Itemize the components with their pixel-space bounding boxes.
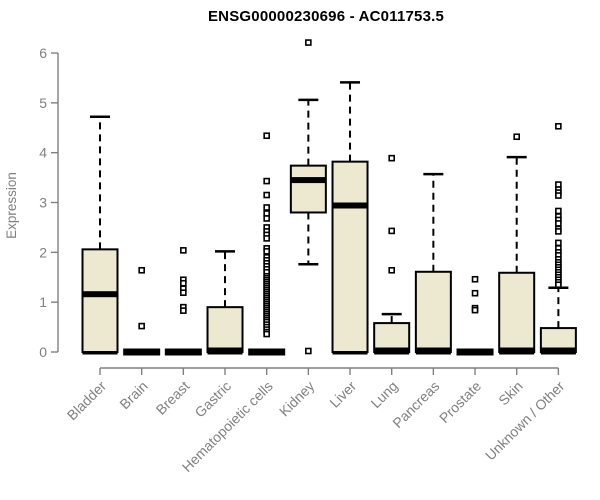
x-tick-label-liver: Liver	[326, 378, 359, 411]
outlier-point	[263, 235, 270, 242]
x-tick-label-unknown-other: Unknown / Other	[482, 378, 568, 464]
outlier-point	[180, 279, 187, 287]
y-axis: 0 1 2 3 4 5 6 Expression	[4, 45, 59, 360]
outlier-point	[180, 289, 187, 297]
box-prostate	[456, 275, 494, 356]
outlier-point	[388, 154, 395, 162]
box-lung	[373, 154, 411, 355]
box-brain	[123, 266, 161, 356]
chart-title: ENSG00000230696 - AC011753.5	[207, 8, 445, 25]
x-tick-label-kidney: Kidney	[276, 378, 318, 420]
outlier-point	[263, 191, 270, 199]
box-skin	[498, 133, 536, 355]
outlier-point	[263, 132, 270, 140]
outlier-point	[388, 227, 395, 235]
box-gastric	[206, 250, 244, 355]
y-axis-title: Expression	[4, 172, 19, 239]
outlier-point	[263, 177, 270, 185]
y-tick-label: 4	[39, 145, 47, 161]
box-breast	[164, 247, 202, 356]
x-tick-label-skin: Skin	[495, 378, 526, 409]
outlier-point	[471, 306, 479, 314]
box-unknown-other	[539, 122, 577, 355]
box-hematopoietic-cells	[248, 132, 286, 356]
box-liver	[331, 81, 369, 355]
y-tick-label: 6	[39, 45, 47, 61]
x-tick-label-lung: Lung	[367, 378, 400, 411]
y-tick-label: 2	[39, 244, 47, 260]
outlier-point	[180, 247, 187, 254]
outlier-point	[138, 322, 145, 330]
outlier-point	[555, 207, 562, 215]
outlier-point	[555, 239, 562, 247]
outlier-point	[388, 266, 395, 274]
outlier-point	[555, 122, 562, 130]
box-pancreas	[414, 172, 452, 355]
y-tick-label: 5	[39, 95, 47, 111]
outlier-point	[263, 215, 270, 222]
outlier-point	[305, 347, 312, 355]
box-kidney	[289, 39, 327, 355]
x-tick-label-prostate: Prostate	[436, 378, 484, 426]
outlier-point	[555, 281, 562, 289]
outlier-point	[263, 204, 270, 211]
y-tick-label: 3	[39, 195, 47, 211]
outlier-point	[180, 307, 187, 314]
x-tick-label-brain: Brain	[116, 378, 150, 412]
outlier-point	[138, 266, 145, 274]
outlier-point	[263, 248, 270, 255]
outlier-point	[471, 289, 479, 297]
box-bladder	[81, 115, 119, 355]
y-tick-label: 1	[39, 294, 47, 310]
outlier-point	[555, 228, 562, 235]
outlier-point	[471, 275, 479, 283]
outlier-point	[305, 39, 312, 46]
outlier-point	[555, 192, 562, 199]
outlier-point	[513, 133, 521, 141]
x-tick-label-bladder: Bladder	[64, 378, 110, 424]
y-tick-label: 0	[39, 344, 47, 360]
outlier-point	[263, 330, 270, 338]
x-tick-label-breast: Breast	[153, 378, 193, 418]
outlier-point	[555, 220, 562, 227]
